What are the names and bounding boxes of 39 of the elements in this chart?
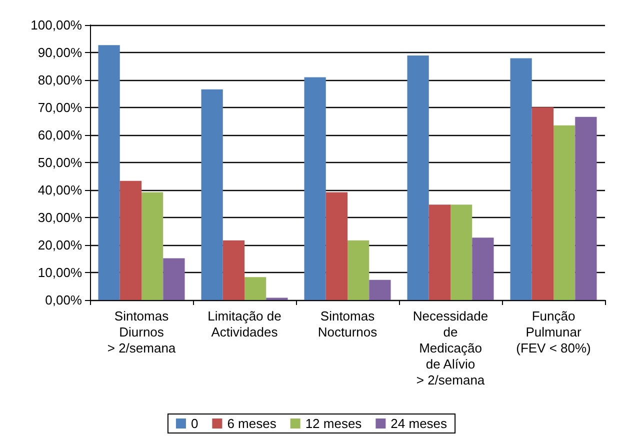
- bar: [142, 192, 164, 300]
- y-tick-label: 10,00%: [38, 265, 82, 280]
- legend-label: 0: [190, 416, 198, 431]
- bar: [428, 204, 450, 300]
- y-tick-label: 30,00%: [38, 210, 82, 225]
- bar: [407, 56, 429, 300]
- bar: [510, 58, 532, 300]
- bar: [450, 204, 472, 300]
- x-tick-label: Sintomas Diurnos > 2/semana: [107, 308, 176, 356]
- legend-label: 24 meses: [390, 416, 448, 431]
- bar: [222, 240, 244, 300]
- bar: [201, 89, 223, 300]
- bar: [163, 258, 185, 300]
- x-tick-label: Sintomas Nocturnos: [318, 308, 378, 340]
- y-tick-label: 20,00%: [38, 238, 82, 252]
- y-tick-label: 0,00%: [45, 292, 82, 308]
- y-tick-label: 70,00%: [38, 100, 82, 115]
- y-tick-label: 50,00%: [38, 155, 82, 170]
- bar: [348, 240, 370, 300]
- bar: [98, 45, 120, 300]
- bar: [369, 280, 391, 300]
- y-tick-label: 40,00%: [38, 182, 82, 198]
- legend-label: 6 meses: [227, 416, 277, 431]
- x-tick-label: Limitação de Actividades: [208, 308, 282, 340]
- bar: [554, 125, 576, 300]
- bar: [326, 192, 348, 300]
- y-tick-label: 90,00%: [38, 45, 82, 60]
- legend-label: 12 meses: [305, 416, 362, 431]
- y-tick-label: 100,00%: [30, 18, 82, 32]
- bar: [120, 180, 142, 300]
- bar: [244, 277, 266, 300]
- x-tick-label: Necessidade de Medicação de Alívio > 2/semana: [412, 308, 488, 388]
- bar: [304, 77, 326, 300]
- bar: [532, 107, 554, 300]
- y-tick-label: 80,00%: [38, 72, 82, 88]
- y-tick-label: 60,00%: [38, 128, 82, 142]
- bar: [472, 238, 494, 300]
- x-tick-label: Função Pulmunar (FEV < 80%): [516, 308, 591, 356]
- bar: [575, 116, 597, 300]
